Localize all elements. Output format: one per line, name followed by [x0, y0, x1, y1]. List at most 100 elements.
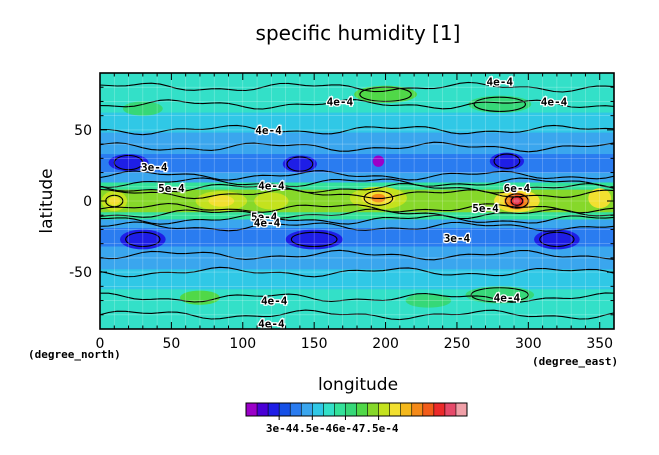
- humidity-patch: [285, 229, 343, 250]
- x-unit-label: (degree_east): [532, 355, 618, 368]
- colorbar-swatch: [290, 403, 302, 416]
- grid-lines: [100, 73, 614, 329]
- contour-ring: [470, 287, 529, 303]
- humidity-patch: [108, 154, 149, 172]
- contour-line: [100, 292, 615, 303]
- humidity-band: [100, 228, 614, 247]
- colorbar-tick-label: 4.5e-4: [292, 422, 332, 435]
- contour-label: 4e-4: [487, 76, 514, 89]
- x-tick-label: 0: [96, 336, 105, 352]
- humidity-patch: [588, 188, 612, 209]
- contour-line: [99, 208, 615, 220]
- contour-ring: [539, 231, 575, 248]
- humidity-patch: [372, 155, 385, 167]
- humidity-band: [100, 182, 614, 190]
- contour-line: [99, 183, 615, 194]
- x-tick-label: 200: [372, 336, 399, 352]
- colorbar-swatch: [444, 403, 457, 416]
- contour-line: [99, 81, 615, 93]
- contour-ring: [290, 231, 338, 248]
- colorbar-swatch: [268, 403, 280, 416]
- colorbar-swatch: [455, 403, 468, 416]
- colorbar-swatch: [257, 403, 269, 416]
- contour-lines: [99, 81, 615, 321]
- contour-label: 4e-4: [327, 95, 354, 108]
- colorbar-frame: [245, 402, 468, 417]
- colorbar-swatch: [422, 403, 435, 416]
- humidity-patch: [489, 152, 525, 170]
- contour-line: [99, 170, 615, 181]
- x-tick-label: 150: [301, 336, 328, 352]
- y-unit-label: (degree_north): [28, 348, 121, 361]
- x-tick-label: 300: [515, 336, 542, 352]
- contour-ring: [493, 153, 521, 169]
- humidity-patch: [108, 196, 120, 206]
- contour-line: [99, 309, 615, 321]
- colorbar-swatch: [367, 403, 379, 416]
- contour-line: [99, 214, 615, 225]
- contour-line: [99, 99, 615, 110]
- contour-label: 4e-4: [494, 292, 521, 305]
- humidity-band: [100, 219, 614, 229]
- contour-ring: [286, 156, 314, 172]
- contour-label: 3e-4: [141, 161, 168, 174]
- plot-area: 4e-44e-44e-44e-43e-45e-4 4e-4 6e-45e-45e-4…: [99, 72, 615, 332]
- contour-ring: [363, 190, 394, 206]
- contour-line: [99, 221, 615, 232]
- colorbar-swatch: [400, 403, 413, 416]
- colorbar-swatch: [334, 403, 346, 416]
- contour-label: 4e-4: [258, 179, 285, 192]
- x-tick-label: 100: [229, 336, 256, 352]
- humidity-patch: [514, 198, 520, 204]
- humidity-band: [100, 172, 614, 183]
- contour-line: [100, 124, 615, 136]
- colorbar-swatch: [246, 403, 258, 416]
- humidity-patch: [208, 195, 235, 207]
- contour-label: 3e-4: [444, 232, 471, 245]
- humidity-patch: [354, 85, 417, 103]
- colorbar-swatch: [378, 403, 390, 416]
- humidity-patch: [254, 192, 289, 210]
- y-axis-label: latitude: [37, 168, 57, 233]
- x-tick-label: 250: [444, 336, 471, 352]
- colorbar-swatch: [433, 403, 446, 416]
- chart-title: specific humidity [1]: [256, 21, 461, 45]
- colorbar-swatch: [279, 403, 291, 416]
- contour-label: 4e-4: [541, 95, 568, 108]
- colorbar-tick-label: 7.5e-4: [359, 422, 399, 435]
- colorbar-swatch: [389, 403, 401, 416]
- y-tick-label: 50: [74, 123, 92, 139]
- colorbar-swatch: [345, 403, 357, 416]
- contour-label: 5e-4: [472, 202, 499, 215]
- contour-ring: [125, 231, 161, 248]
- x-tick-label: 50: [162, 336, 180, 352]
- x-tick-label: 350: [586, 336, 613, 352]
- colorbar: 3e-4 4.5e-4 6e-4 7.5e-4: [245, 402, 468, 435]
- humidity-band: [100, 246, 614, 270]
- colorbar-swatch: [301, 403, 313, 416]
- contour-label: 4e-4: [258, 317, 285, 330]
- humidity-patch: [282, 155, 318, 173]
- contour-label: 4e-4: [261, 295, 288, 308]
- humidity-band: [100, 212, 614, 220]
- contour-line: [99, 249, 615, 261]
- y-axis: -50 0 50: [69, 86, 614, 316]
- humidity-patch: [122, 101, 163, 116]
- colorbar-swatch: [323, 403, 335, 416]
- x-axis-label: longitude: [318, 375, 398, 395]
- humidity-patch: [468, 95, 532, 113]
- contour-label: 4e-4: [254, 216, 281, 229]
- contour-line: [99, 188, 615, 200]
- contour-label: 6e-4: [504, 182, 531, 195]
- contour-ring: [473, 96, 527, 112]
- contour-line: [99, 177, 615, 188]
- humidity-band: [100, 154, 614, 173]
- colorbar-swatch: [411, 403, 424, 416]
- humidity-band: [100, 132, 614, 155]
- contour-labels: 4e-44e-44e-44e-43e-45e-4 4e-4 6e-45e-45e-4…: [140, 74, 569, 331]
- colorbar-tick-label: 6e-4: [332, 422, 359, 435]
- contour-line: [99, 202, 615, 214]
- colorbar-swatch: [356, 403, 368, 416]
- contour-ring: [359, 86, 412, 102]
